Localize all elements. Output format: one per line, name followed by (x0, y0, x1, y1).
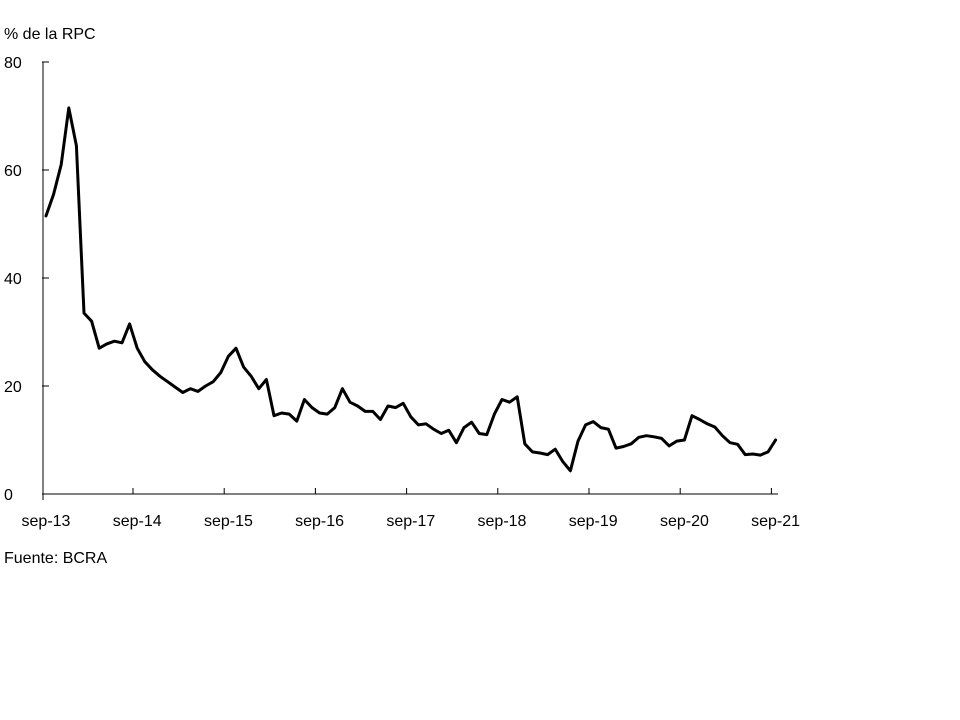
series-line (44, 106, 778, 473)
x-tick-label: sep-16 (295, 513, 344, 530)
x-axis: sep-13 sep-14 sep-15 sep-16 sep-17 sep-18 sep-… (22, 488, 800, 530)
y-axis-title: % de la RPC (4, 26, 96, 43)
y-tick-label: 80 (4, 55, 22, 72)
series-layer (44, 106, 778, 473)
x-tick-label: sep-14 (113, 513, 162, 530)
source-note: Fuente: BCRA (4, 550, 107, 567)
y-tick-label: 20 (4, 379, 22, 396)
y-tick-label: 40 (4, 271, 22, 288)
x-tick-label: sep-17 (386, 513, 435, 530)
x-tick-label: sep-20 (660, 513, 709, 530)
y-tick-label: 0 (4, 487, 13, 504)
x-tick-label: sep-13 (22, 513, 71, 530)
y-tick-label: 60 (4, 163, 22, 180)
x-tick-label: sep-15 (204, 513, 253, 530)
x-tick-label: sep-18 (478, 513, 527, 530)
x-tick-label: sep-21 (751, 513, 800, 530)
y-axis: 0 20 40 60 80 (4, 55, 49, 504)
x-tick-label: sep-19 (569, 513, 618, 530)
